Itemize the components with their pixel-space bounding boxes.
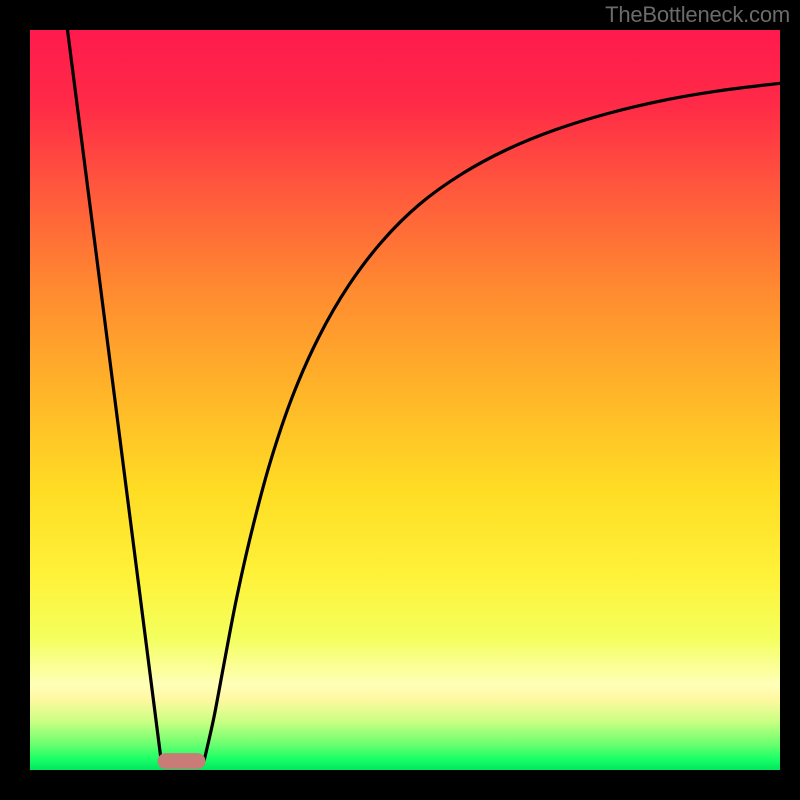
trough-marker [158, 753, 206, 769]
watermark-text: TheBottleneck.com [605, 2, 790, 28]
bottleneck-chart-svg [0, 0, 800, 800]
gradient-panel [30, 30, 780, 770]
chart-container: TheBottleneck.com [0, 0, 800, 800]
